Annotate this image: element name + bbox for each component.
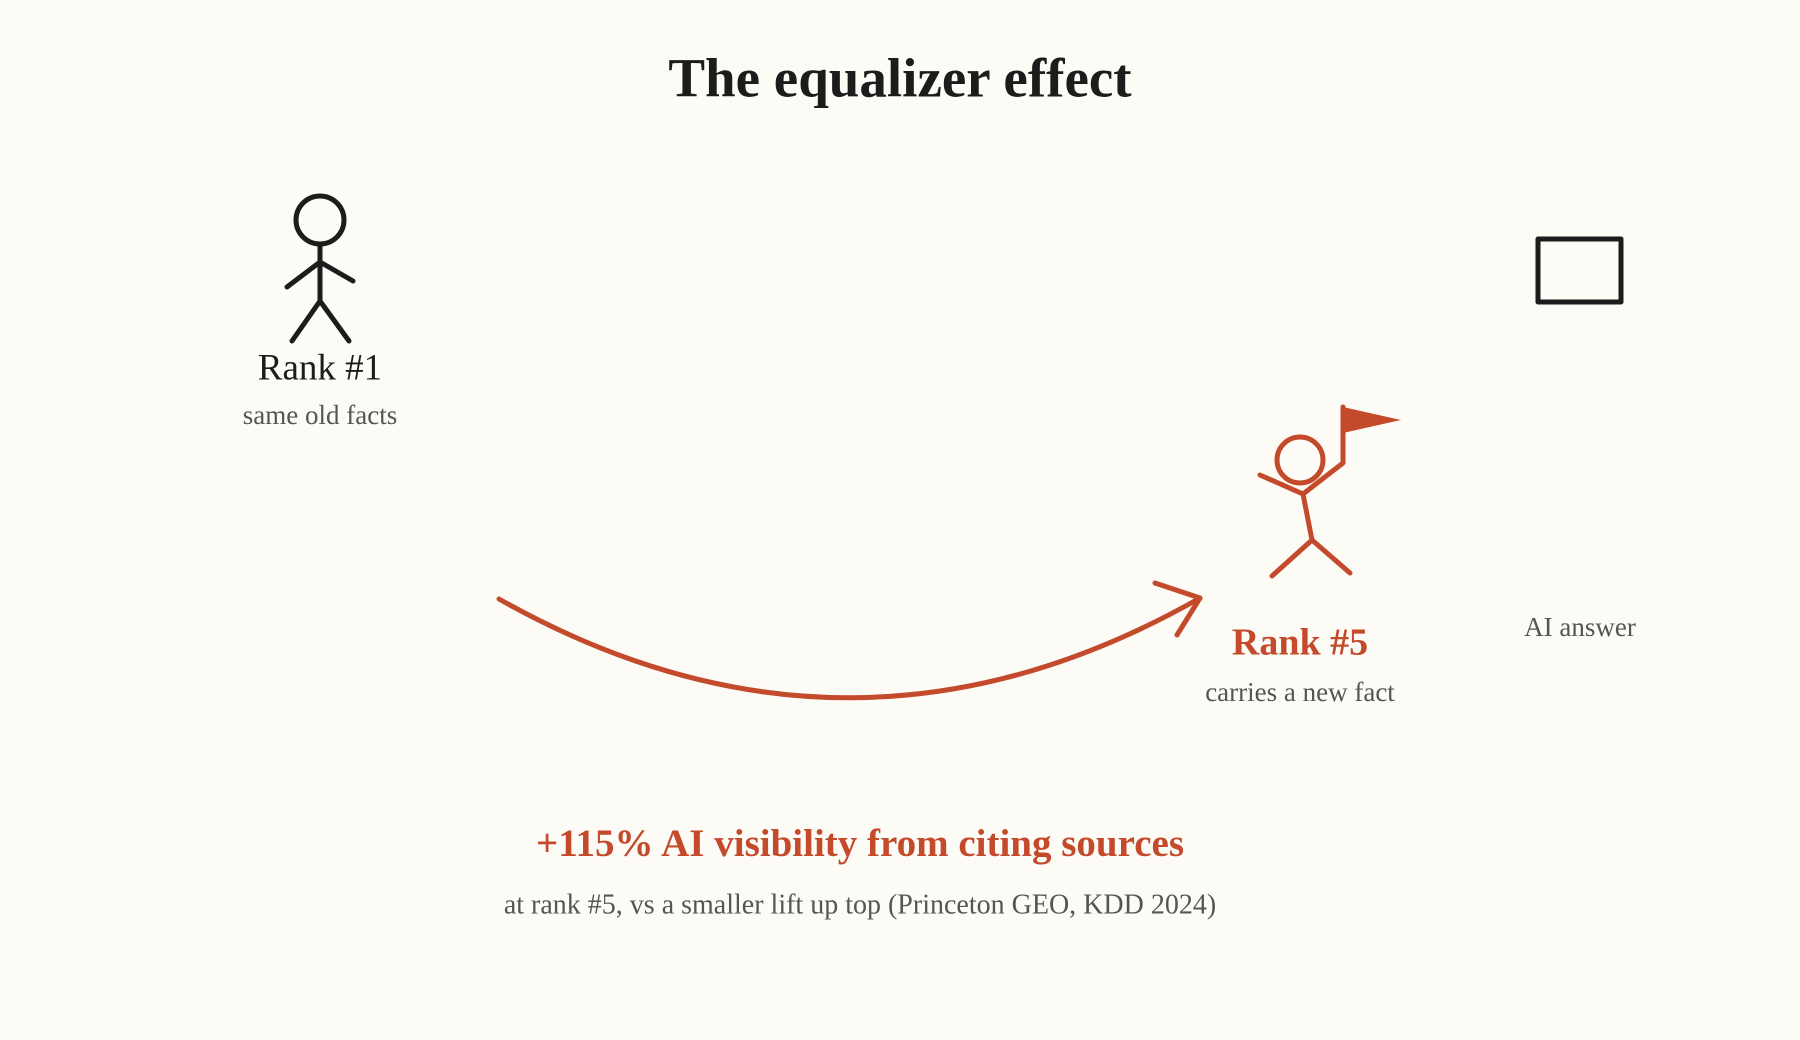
figure-caption: same old facts [243,400,397,430]
rank1-figure [284,193,356,344]
rank5-figure [1257,404,1401,579]
figure-label: Rank #1 [258,347,382,388]
figure-caption: carries a new fact [1205,677,1395,707]
title: The equalizer effect [668,48,1132,109]
ai-answer-box [1535,236,1624,305]
figure-label: Rank #5 [1232,622,1368,664]
stat-source: at rank #5, vs a smaller lift up top (Pr… [504,889,1216,920]
stat-headline: +115% AI visibility from citing sources [536,822,1184,865]
jump-arrow [496,580,1203,701]
target-label: AI answer [1524,612,1636,642]
